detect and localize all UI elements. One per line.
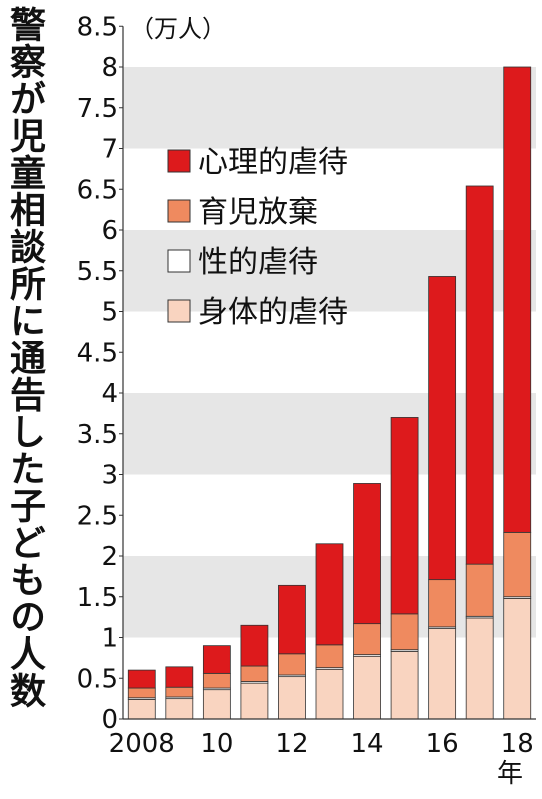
bar-segment: [315, 644, 344, 669]
bar-segment: [390, 417, 419, 615]
bar-segment: [240, 624, 269, 667]
bar-segment: [428, 276, 457, 581]
y-tick-label: 5.5: [77, 257, 118, 287]
bar-segment: [503, 66, 532, 533]
bar-segment: [390, 650, 419, 720]
y-tick-label: 4: [101, 379, 118, 409]
legend-label: 身体的虐待: [198, 295, 348, 330]
y-tick-label: 7: [101, 135, 118, 165]
legend-swatch: [167, 299, 191, 323]
legend-swatch: [167, 199, 191, 223]
legend-label: 心理的虐待: [198, 145, 348, 180]
bar-segment: [465, 185, 494, 565]
y-tick-label: 2: [101, 542, 118, 572]
bar-segment: [278, 653, 306, 676]
y-tick-label: 5: [101, 298, 118, 328]
bar-segment: [240, 665, 269, 682]
bar-segment: [240, 682, 269, 720]
bar-segment: [315, 543, 344, 646]
x-tick-label: 12: [275, 729, 308, 759]
chart-title: 警察が児童相談所に通告した子どもの人数: [4, 6, 45, 709]
bar-segment: [428, 628, 457, 720]
x-tick-label: 10: [200, 729, 233, 759]
bar-segment: [353, 483, 381, 625]
bar-segment: [202, 672, 231, 689]
bar-segment: [165, 698, 194, 720]
bar-segment: [127, 699, 156, 720]
y-tick-label: 3: [101, 461, 118, 491]
y-tick-label: 4.5: [77, 338, 118, 368]
bar-segment: [315, 668, 344, 720]
x-tick-label: 16: [426, 729, 459, 759]
bar-segment: [127, 687, 156, 699]
bar-segment: [390, 613, 419, 651]
y-tick-label: 2.5: [77, 501, 118, 531]
bar-segment: [202, 689, 231, 720]
y-tick-label: 3.5: [77, 420, 118, 450]
x-tick-label: 2008: [109, 729, 175, 759]
bar-segment: [428, 579, 457, 628]
bar-segment: [165, 666, 194, 688]
y-tick-label: 6: [101, 216, 118, 246]
bar-segment: [353, 655, 381, 720]
legend-swatch: [167, 149, 191, 173]
y-tick-label: 1: [101, 624, 118, 654]
bar-segment: [127, 669, 156, 689]
bar-segment: [465, 563, 494, 617]
y-tick-label: 6.5: [77, 175, 118, 205]
bar-segment: [465, 617, 494, 720]
grid-band: [123, 67, 536, 149]
legend-label: 育児放棄: [198, 195, 318, 230]
bar-segment: [202, 645, 231, 674]
bar-segment: [278, 584, 306, 655]
x-tick-label: 14: [350, 729, 383, 759]
bar-segment: [165, 686, 194, 698]
bar-segment: [278, 676, 306, 720]
unit-label: （万人）: [130, 15, 226, 43]
bar-segment: [353, 623, 381, 656]
legend-label: 性的虐待: [198, 245, 318, 280]
x-tick-label: 18: [501, 729, 534, 759]
y-tick-label: 1.5: [77, 583, 118, 613]
bar-segment: [503, 597, 532, 720]
y-tick-label: 0.5: [77, 664, 118, 694]
y-tick-label: 8.5: [77, 12, 118, 42]
y-tick-label: 7.5: [77, 94, 118, 124]
x-unit-label: 年: [497, 759, 523, 789]
y-tick-label: 0: [101, 705, 118, 735]
bar-segment: [503, 531, 532, 598]
legend-swatch: [167, 249, 191, 273]
y-tick-label: 8: [101, 53, 118, 83]
